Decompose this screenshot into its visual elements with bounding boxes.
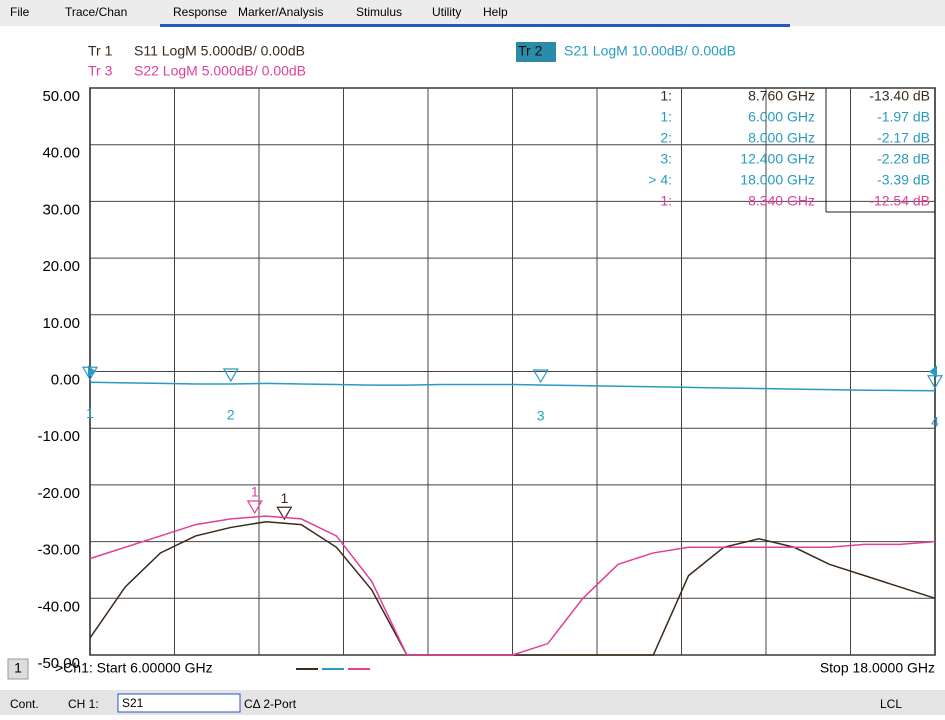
param-box[interactable] (117, 693, 241, 713)
marker-freq: 8.000 GHz (748, 130, 815, 146)
marker-number: 3 (537, 408, 545, 424)
marker-triangle (81, 366, 99, 381)
channel-box (7, 658, 29, 680)
marker-triangle (532, 369, 549, 384)
marker-number: 2 (227, 407, 235, 423)
y-tick-label: 10.00 (42, 315, 80, 332)
y-tick-label: -10.00 (37, 428, 80, 445)
menu-underline (160, 24, 790, 27)
y-tick-label: 20.00 (42, 258, 80, 275)
trace-tag-box (516, 42, 556, 62)
marker-freq: 12.400 GHz (740, 151, 815, 167)
marker-number: 1 (251, 484, 259, 500)
trace-tag[interactable]: Tr 2 (518, 43, 543, 59)
y-tick-label: -30.00 (37, 542, 80, 559)
trace-header: S21 LogM 10.00dB/ 0.00dB (564, 43, 736, 59)
marker-number: 4 (931, 413, 939, 429)
marker-value: -2.17 dB (877, 130, 930, 146)
marker-number: 1 (86, 405, 94, 421)
footer-bar (0, 655, 945, 683)
status-cal: CΔ 2-Port (244, 697, 297, 711)
reference-marker (929, 365, 937, 378)
marker-label: 1: (660, 193, 672, 209)
menu-item[interactable]: Response (173, 5, 227, 19)
trace-line (89, 515, 936, 656)
marker-value: -1.97 dB (877, 109, 930, 125)
marker-value: -3.39 dB (877, 172, 930, 188)
marker-label: 3: (660, 151, 672, 167)
trace-line (89, 381, 936, 392)
marker-number: 1 (280, 490, 288, 506)
marker-freq: 8.760 GHz (748, 88, 815, 104)
marker-triangle (926, 375, 944, 389)
marker-value: -2.28 dB (877, 151, 930, 167)
status-ch: CH 1: (68, 697, 99, 711)
marker-value: -12.54 dB (869, 193, 930, 209)
menu-item[interactable]: Stimulus (356, 5, 402, 19)
y-tick-label: 40.00 (42, 145, 80, 162)
y-tick-label: -50.00 (37, 655, 80, 672)
status-remote: LCL (880, 697, 902, 711)
stop-freq: Stop 18.0000 GHz (820, 660, 935, 676)
status-param: S21 (122, 696, 144, 710)
start-freq: >Ch1: Start 6.00000 GHz (55, 660, 213, 676)
menu-item[interactable]: Help (483, 5, 508, 19)
y-tick-label: 30.00 (42, 201, 80, 218)
marker-label: 1: (660, 109, 672, 125)
marker-triangle (246, 500, 263, 515)
channel-number: 1 (14, 660, 22, 676)
menu-item[interactable]: Utility (432, 5, 461, 19)
marker-freq: 6.000 GHz (748, 109, 815, 125)
trace-header: S11 LogM 5.000dB/ 0.00dB (134, 43, 305, 59)
status-mode: Cont. (10, 697, 39, 711)
marker-label: 2: (660, 130, 672, 146)
marker-freq: 8.340 GHz (748, 193, 815, 209)
y-tick-label: 0.00 (51, 371, 80, 388)
menu-bar (0, 0, 945, 26)
trace-tag[interactable]: Tr 1 (88, 43, 113, 59)
marker-value: -13.40 dB (869, 88, 930, 104)
trace-header: S22 LogM 5.000dB/ 0.00dB (134, 63, 306, 79)
y-tick-label: 50.00 (42, 88, 80, 105)
reference-marker (88, 365, 96, 378)
marker-triangle (222, 368, 239, 383)
marker-label: > 4: (648, 172, 672, 188)
menu-item[interactable]: Trace/Chan (65, 5, 127, 19)
marker-label: 1: (660, 88, 672, 104)
marker-freq: 18.000 GHz (740, 172, 815, 188)
y-tick-label: -20.00 (37, 485, 80, 502)
menu-item[interactable]: File (10, 5, 30, 19)
marker-triangle (276, 506, 293, 521)
y-tick-label: -40.00 (37, 598, 80, 615)
trace-tag[interactable]: Tr 3 (88, 63, 113, 79)
menu-item[interactable]: Marker/Analysis (238, 5, 323, 19)
